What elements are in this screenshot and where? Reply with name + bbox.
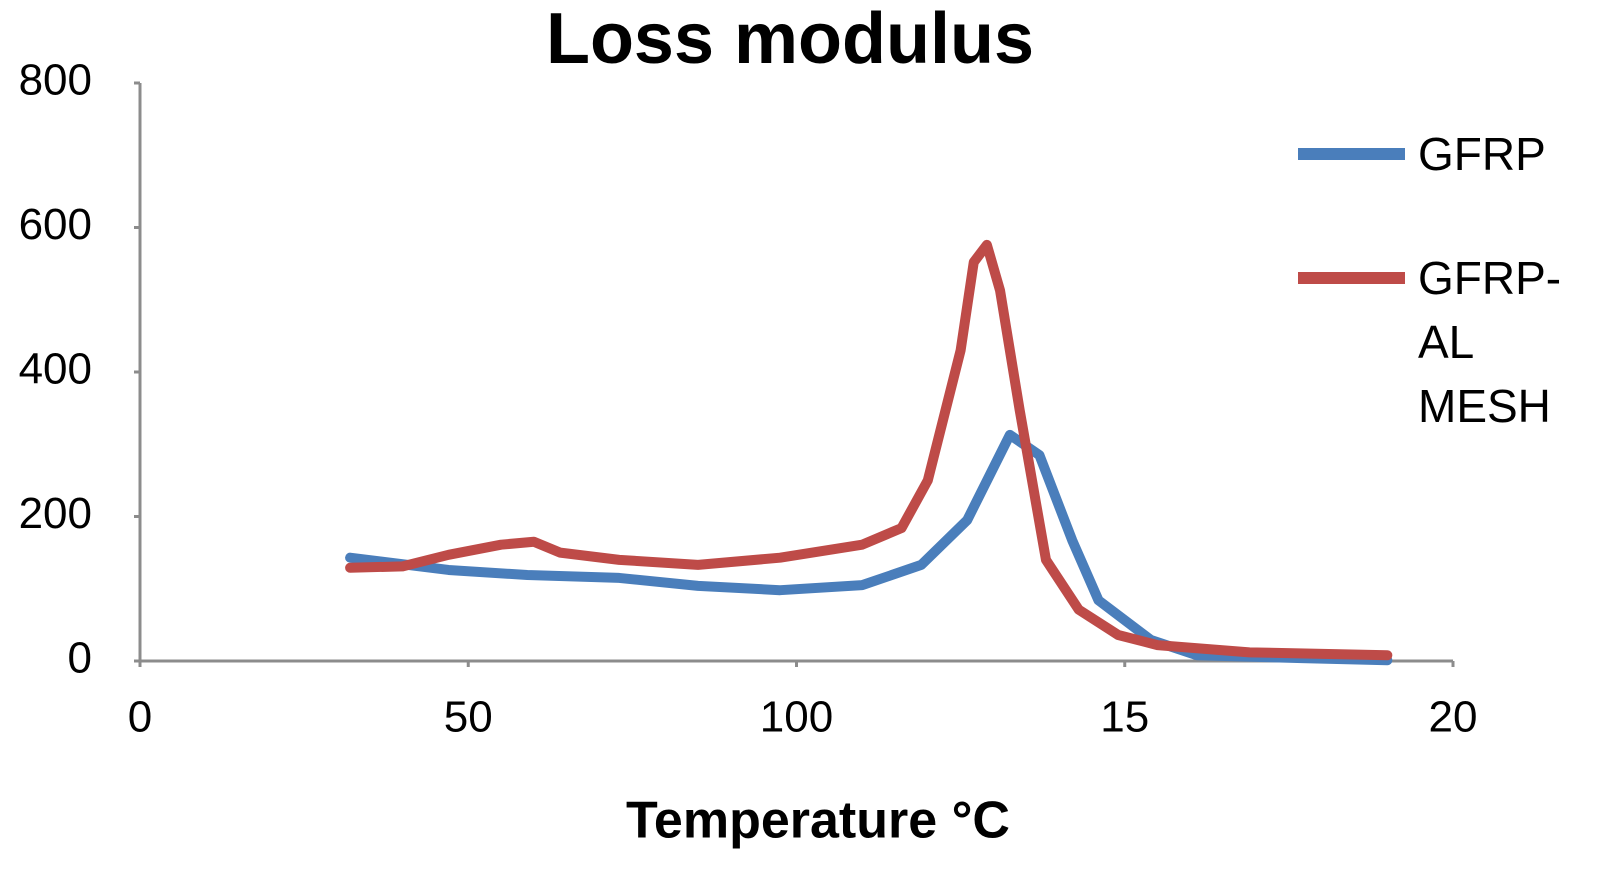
legend-label: GFRP [1418, 128, 1546, 180]
x-tick-label: 0 [128, 693, 152, 742]
legend-label: GFRP-AL MESH [1418, 252, 1562, 432]
x-axis-label: Temperature °C [626, 792, 1010, 850]
y-tick-label: 800 [19, 56, 92, 105]
x-tick-label: 15 [1100, 693, 1149, 742]
x-tick-label: 50 [444, 693, 493, 742]
y-tick-label: 400 [19, 345, 92, 394]
y-tick-label: 600 [19, 200, 92, 249]
x-tick-label: 20 [1429, 693, 1478, 742]
x-tick-label: 100 [760, 693, 833, 742]
y-tick-label: 0 [68, 634, 92, 683]
data-line [345, 239, 1393, 661]
chart-title: Loss modulus [546, 0, 1034, 79]
y-tick-label: 200 [19, 489, 92, 538]
